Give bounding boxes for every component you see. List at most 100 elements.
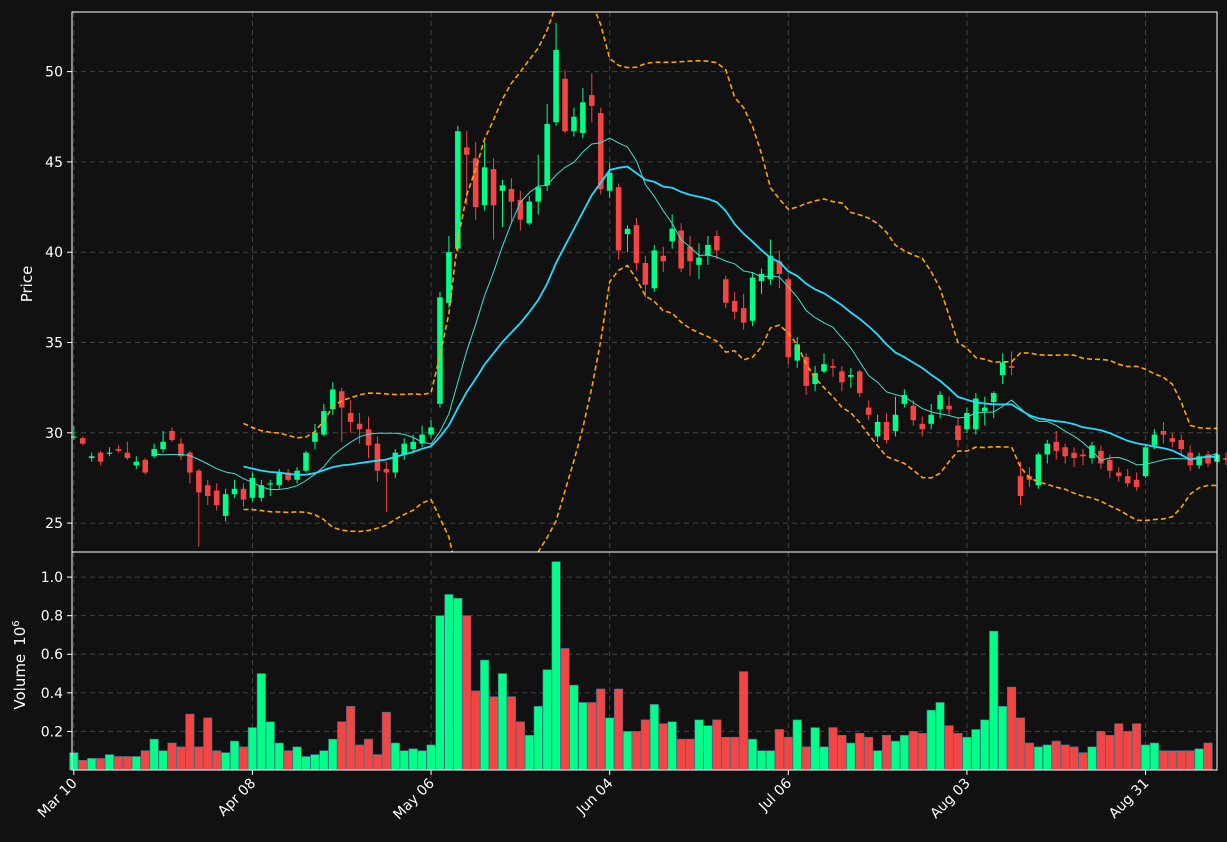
candle-body (312, 432, 318, 442)
volume-bar (551, 561, 561, 771)
candle-body (633, 225, 640, 264)
candle-body (624, 228, 631, 235)
candle-body (696, 257, 702, 265)
volume-bar (1060, 744, 1070, 771)
volume-bar (828, 727, 838, 771)
candle-body (1107, 459, 1113, 471)
slow-moving-average-line (243, 165, 1217, 476)
volume-bar (756, 750, 767, 771)
volume-bar (480, 659, 490, 771)
panel-frames (71, 11, 1218, 771)
candle-body (723, 279, 729, 303)
price-tick-label: 35 (45, 336, 63, 352)
candle-body (347, 412, 354, 422)
volume-bar (140, 750, 150, 771)
candle-body (669, 228, 675, 242)
volume-bar (890, 740, 901, 771)
candle-body (71, 436, 77, 438)
price-tick-label: 25 (45, 516, 63, 532)
volume-bar (864, 736, 874, 771)
volume-bar (408, 748, 418, 771)
volume-bar (578, 702, 588, 771)
candle-body (937, 394, 943, 410)
volume-bar (221, 752, 231, 771)
candle-body (1142, 447, 1149, 477)
volume-bar (471, 690, 481, 771)
volume-bar (631, 731, 642, 771)
candle-body (687, 246, 693, 262)
candle-body (267, 483, 274, 485)
volume-bar (274, 742, 284, 771)
volume-bar (489, 696, 499, 771)
candle-body (240, 488, 247, 500)
volume-bars (69, 561, 1213, 771)
candle-body (133, 461, 140, 466)
candle-body (883, 421, 890, 441)
volume-bar (515, 721, 525, 771)
volume-bar (783, 736, 793, 771)
candle-body (1080, 454, 1086, 457)
candle-body (79, 438, 86, 444)
volume-bar (721, 736, 731, 771)
candle-body (865, 407, 872, 415)
candle-body (740, 308, 747, 323)
candle-body (874, 421, 881, 437)
volume-bar (363, 738, 374, 771)
volume-bar (560, 648, 570, 771)
volume-bar (69, 752, 79, 771)
candle-body (919, 423, 926, 430)
volume-bar (292, 746, 302, 771)
volume-bar (301, 756, 311, 771)
candle-body (160, 441, 166, 450)
volume-bar (506, 696, 516, 771)
volume-bar (926, 709, 936, 771)
candle-body (187, 452, 193, 473)
volume-bar (765, 750, 775, 771)
overlay-lines (154, 12, 1217, 552)
candle-body (455, 131, 461, 249)
volume-bar (435, 615, 445, 771)
volume-bar (113, 756, 123, 771)
volume-bar (962, 736, 972, 771)
candle-body (124, 452, 131, 459)
candle-body (1124, 476, 1131, 484)
candle-body (303, 452, 309, 471)
volume-tick-label: 0.4 (41, 686, 63, 702)
volume-bar (596, 688, 606, 771)
volume-bar (1042, 744, 1052, 771)
candle-body (115, 449, 122, 451)
volume-bar (417, 750, 427, 771)
candle-body (999, 362, 1006, 376)
candle-body (812, 373, 818, 385)
volume-bar (283, 750, 293, 771)
volume-bar (328, 738, 338, 771)
candle-body (401, 443, 408, 455)
candle-body (196, 470, 202, 493)
volume-bar (703, 725, 713, 771)
candle-body (437, 297, 443, 404)
candle-body (356, 423, 363, 430)
volume-bar (212, 750, 222, 771)
volume-bar (587, 702, 597, 771)
candle-body (615, 187, 622, 251)
candle-body (178, 443, 184, 457)
candle-body (1071, 452, 1077, 459)
price-tick-label: 50 (45, 65, 63, 81)
candle-body (1196, 456, 1202, 466)
volume-bar (390, 742, 400, 771)
candle-body (419, 434, 425, 444)
candle-body (1044, 443, 1051, 455)
candle-body (1223, 458, 1227, 460)
candle-body (1133, 479, 1140, 487)
volume-bar (453, 598, 463, 771)
candle-body (749, 277, 756, 321)
volume-bar (676, 738, 686, 771)
volume-bar (694, 719, 704, 771)
volume-bar (980, 719, 990, 771)
volume-bar (185, 713, 195, 771)
candle-body (1035, 454, 1042, 486)
volume-bar (953, 733, 963, 771)
volume-bar (131, 756, 141, 771)
volume-bar (622, 731, 633, 771)
